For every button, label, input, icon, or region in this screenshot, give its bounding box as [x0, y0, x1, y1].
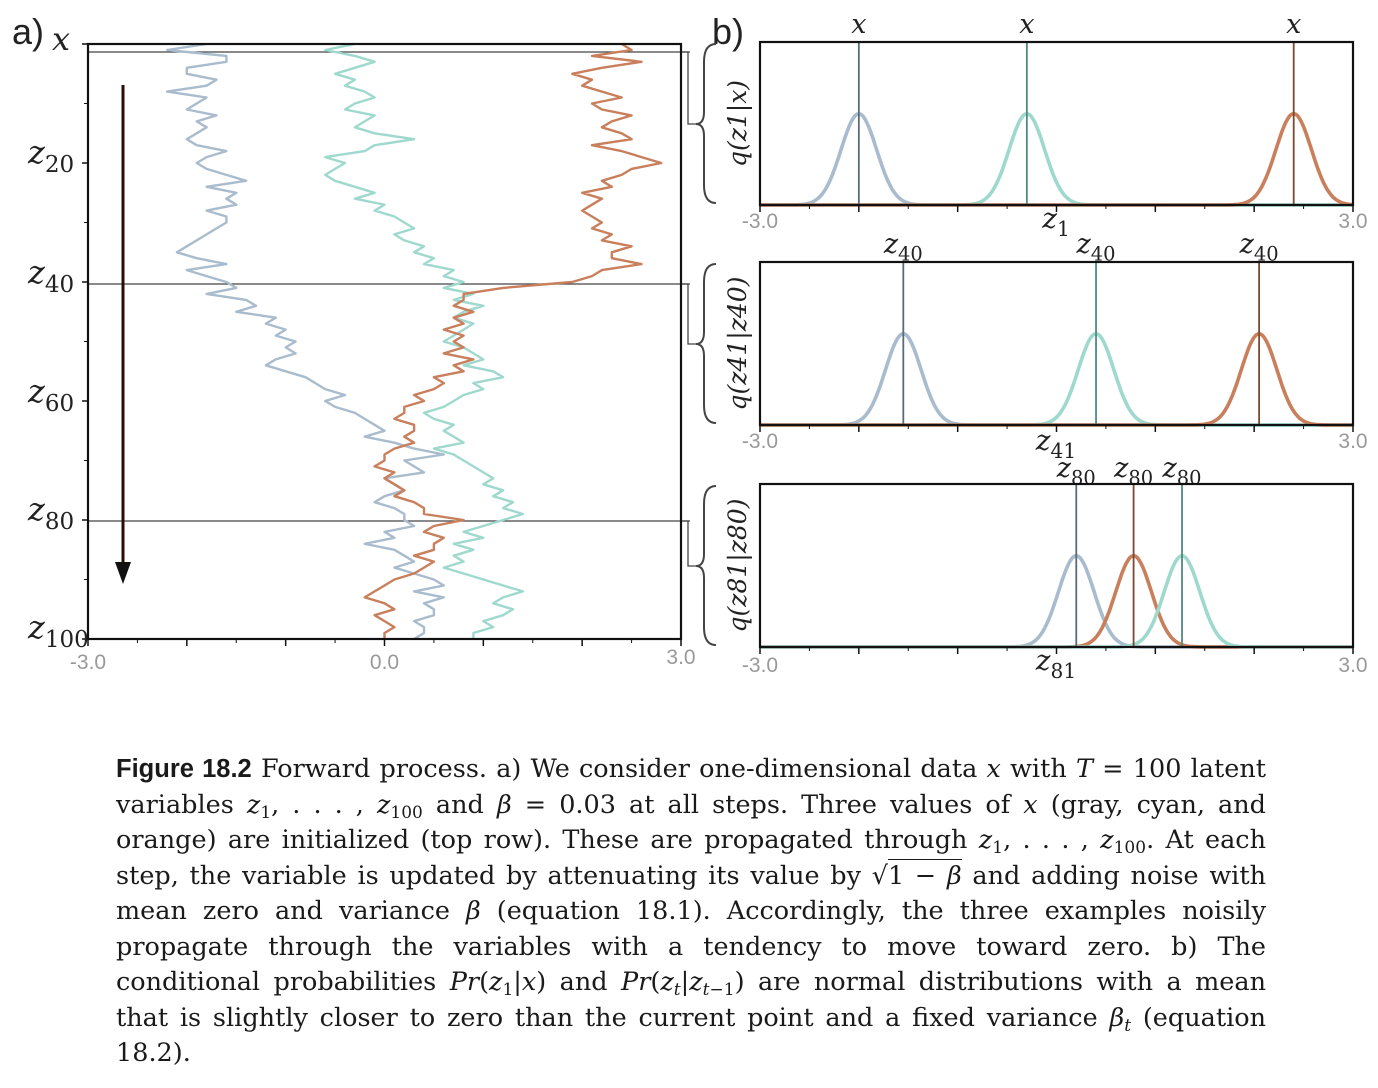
panel-b-frame	[758, 482, 1355, 649]
brace	[695, 485, 717, 646]
panel-a-label: a)	[12, 11, 44, 52]
gaussian-gray	[760, 111, 1353, 207]
gaussian-gray	[760, 332, 1353, 427]
x-tick-label: 0.0	[370, 651, 399, 674]
y-label-z40: z40	[27, 253, 74, 298]
panel-b2: z40 z40 z40 -3.0 3.0 z41 q(z41|z40)	[682, 229, 1368, 463]
y-axis-label: q(z81|z80)	[723, 499, 753, 633]
caption-text-11: are normal distributions with a mean tha…	[116, 967, 1266, 1033]
gaussian-gray	[760, 553, 1353, 649]
time-arrow-head	[115, 562, 131, 584]
walk-line-cyan	[324, 42, 525, 639]
bracket-connector	[682, 520, 700, 567]
caption-text-3: = 100 latent variables	[116, 754, 1266, 820]
y-label-z100: z100	[27, 608, 89, 653]
caption-text-1: Forward process. a) We consider one-dime…	[260, 754, 987, 784]
x-tick-label: 3.0	[1338, 210, 1367, 233]
x-tick-label: -3.0	[742, 654, 778, 677]
x-tick-label: 3.0	[1338, 430, 1367, 453]
panel-b-label: b)	[712, 11, 744, 52]
caption-text-4: and	[422, 789, 497, 820]
panel-b1: x x x -3.0 3.0 z1 q(z1|x)	[682, 9, 1368, 241]
figure-canvas: -3.0 0.0 3.0 x z20 z40 z60 z80 z100 a) b) x x x -3.0 3…	[12, 9, 1368, 683]
gaussian-orange	[760, 332, 1353, 427]
caption-text-9: (equation 18.1). Accordingly, the three …	[116, 896, 1266, 997]
gaussian-cyan	[760, 331, 1353, 427]
y-label-z20: z20	[27, 133, 74, 178]
x-tick-label: -3.0	[70, 651, 106, 674]
caption-text-7: . At each step, the variable is updated …	[116, 825, 1267, 891]
caption-text-8: and adding noise with mean zero and vari…	[116, 860, 1266, 927]
x-axis-label: z41	[1035, 424, 1076, 463]
mean-label-orange: z40	[1239, 229, 1279, 266]
walk-line-orange	[363, 42, 663, 639]
caption-text-10: and	[546, 967, 622, 997]
caption-text-5: = 0.03 at all steps. Three values of	[511, 789, 1024, 820]
y-axis-label: q(z41|z40)	[723, 277, 753, 411]
panel-a-frame	[86, 42, 683, 641]
y-label-z60: z60	[27, 372, 74, 417]
y-label-z80: z80	[27, 490, 74, 535]
caption-label: Figure 18.2	[116, 755, 252, 783]
bracket-connector	[682, 283, 700, 345]
y-axis-label: q(z1|x)	[723, 80, 753, 167]
panel-b: b) x x x -3.0 3.0 z1 q(z1|x) z40 z40 z40 -3.0 3.0 z41…	[682, 9, 1368, 683]
brace	[695, 263, 717, 424]
caption-text-2: with	[1000, 754, 1076, 784]
bracket-connector	[682, 51, 700, 125]
mean-label-orange: x	[1286, 9, 1301, 40]
mean-label-cyan: z40	[1076, 229, 1116, 266]
brace	[695, 43, 717, 204]
walk-line-gray	[165, 42, 445, 641]
panel-b-frame	[758, 260, 1355, 427]
caption-text-12: (equation 18.2).	[116, 1002, 1266, 1069]
mean-label-cyan: x	[1019, 9, 1034, 40]
panel-a: -3.0 0.0 3.0 x z20 z40 z60 z80 z100 a)	[12, 11, 696, 674]
x-tick-label: -3.0	[742, 210, 778, 233]
mean-label-gray: z40	[883, 229, 923, 266]
x-axis-label: z1	[1041, 202, 1070, 241]
x-tick-label: 3.0	[666, 646, 695, 669]
caption-text-6: (gray, cyan, and orange) are initialized…	[116, 789, 1266, 856]
figure-caption: Figure 18.2 Forward process. a) We consi…	[116, 754, 1267, 1069]
y-label-x: x	[52, 20, 70, 58]
x-tick-label: -3.0	[742, 430, 778, 453]
x-tick-label: 3.0	[1338, 654, 1367, 677]
x-axis-label: z81	[1035, 644, 1076, 683]
mean-label-gray: x	[851, 9, 866, 40]
